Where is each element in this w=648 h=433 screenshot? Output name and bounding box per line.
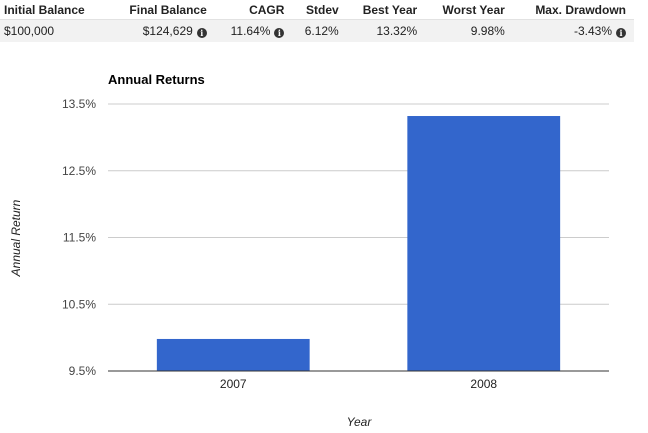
- header-best-year: Best Year: [346, 0, 426, 20]
- info-icon[interactable]: i: [616, 28, 626, 38]
- chart-title: Annual Returns: [108, 72, 205, 87]
- header-max-drawdown: Max. Drawdown: [512, 0, 634, 20]
- x-tick-label: 2008: [470, 377, 497, 391]
- info-icon[interactable]: i: [274, 28, 285, 38]
- initial-balance-text: $100,000: [4, 24, 55, 38]
- bar-2008[interactable]: [407, 116, 561, 371]
- bar-2007[interactable]: [156, 338, 310, 371]
- info-icon[interactable]: i: [196, 28, 207, 38]
- header-worst-year: Worst Year: [425, 0, 513, 20]
- y-axis-tick-labels: 9.5% 10.5% 11.5% 12.5% 13.5%: [62, 97, 96, 378]
- y-axis-label: Annual Return: [9, 199, 23, 277]
- value-worst-year: 9.98%: [425, 19, 513, 42]
- value-best-year: 13.32%: [346, 19, 426, 42]
- stdev-text: 6.12%: [304, 24, 339, 38]
- value-initial-balance: $100,000: [0, 19, 110, 42]
- final-balance-text: $124,629: [142, 24, 193, 38]
- cagr-text: 11.64%: [230, 24, 271, 38]
- y-tick-label: 12.5%: [62, 164, 96, 178]
- max-drawdown-text: -3.43%: [573, 24, 612, 38]
- x-axis-tick-labels: 2007 2008: [220, 377, 498, 391]
- value-max-drawdown: -3.43% i: [512, 19, 634, 42]
- header-final-balance: Final Balance: [109, 0, 215, 20]
- x-axis-label: Year: [347, 415, 373, 429]
- y-tick-label: 13.5%: [62, 97, 96, 111]
- portfolio-stats-table: Initial Balance Final Balance CAGR Stdev…: [0, 0, 634, 42]
- value-stdev: 6.12%: [292, 19, 347, 42]
- y-tick-label: 9.5%: [69, 364, 97, 378]
- header-stdev: Stdev: [292, 0, 347, 20]
- x-tick-label: 2007: [220, 377, 247, 391]
- stats-header-row: Initial Balance Final Balance CAGR Stdev…: [0, 0, 634, 20]
- value-final-balance: $124,629 i: [109, 19, 215, 42]
- stats-value-row: $100,000 $124,629 i 11.64% i 6.12% 13.32% …: [0, 19, 634, 42]
- header-cagr: CAGR: [214, 0, 293, 20]
- y-tick-label: 11.5%: [63, 231, 96, 245]
- value-cagr: 11.64% i: [214, 19, 293, 42]
- header-initial-balance: Initial Balance: [0, 0, 110, 20]
- y-tick-label: 10.5%: [62, 297, 96, 311]
- worst-year-text: 9.98%: [470, 24, 505, 38]
- bars: [156, 116, 561, 371]
- best-year-text: 13.32%: [376, 24, 418, 38]
